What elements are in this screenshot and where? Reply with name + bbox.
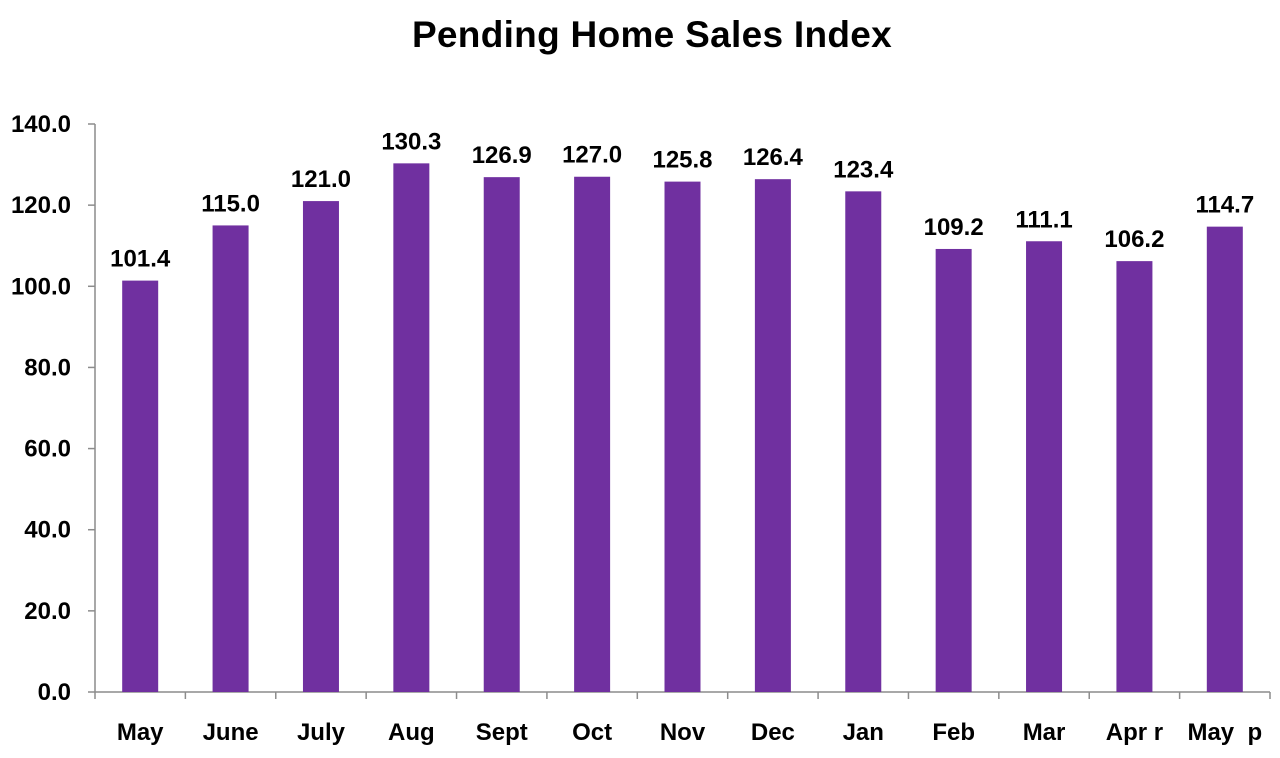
bar bbox=[845, 191, 882, 692]
bar bbox=[935, 248, 972, 692]
bar bbox=[1206, 226, 1243, 692]
x-tick-label: Dec bbox=[751, 719, 795, 746]
bar bbox=[664, 181, 701, 692]
x-tick-label: July bbox=[297, 719, 346, 746]
bars-layer bbox=[122, 163, 1243, 693]
data-label: 109.2 bbox=[924, 214, 984, 241]
x-tick-label: Oct bbox=[572, 719, 612, 746]
x-tick-label: Feb bbox=[932, 719, 975, 746]
x-tick-label: June bbox=[203, 719, 259, 746]
y-tick-label: 140.0 bbox=[11, 111, 71, 138]
x-tick-label: Sept bbox=[476, 719, 528, 746]
data-label: 114.7 bbox=[1195, 192, 1254, 219]
x-tick-label: Aug bbox=[388, 719, 435, 746]
bar bbox=[574, 176, 611, 692]
bar bbox=[212, 225, 249, 692]
bar bbox=[302, 201, 339, 693]
x-tick-label: May bbox=[117, 719, 164, 746]
y-tick-label: 40.0 bbox=[24, 517, 71, 544]
x-tick-label: Nov bbox=[660, 719, 706, 746]
y-tick-label: 0.0 bbox=[38, 679, 71, 706]
data-label: 115.0 bbox=[201, 190, 260, 217]
data-label: 121.0 bbox=[291, 166, 351, 193]
data-label: 111.1 bbox=[1015, 206, 1072, 233]
x-tick-label: Apr r bbox=[1106, 719, 1163, 746]
data-label: 130.3 bbox=[381, 128, 441, 155]
y-tick-label: 80.0 bbox=[24, 354, 71, 381]
bar bbox=[483, 177, 520, 693]
chart-title: Pending Home Sales Index bbox=[411, 14, 893, 55]
bar bbox=[1116, 261, 1153, 692]
y-tick-label: 60.0 bbox=[24, 436, 71, 463]
x-tick-label: Jan bbox=[843, 719, 884, 746]
data-label: 125.8 bbox=[652, 147, 712, 174]
data-label: 126.4 bbox=[743, 144, 804, 171]
y-tick-label: 20.0 bbox=[24, 598, 71, 625]
bar bbox=[1026, 241, 1063, 692]
data-label: 106.2 bbox=[1104, 226, 1164, 253]
data-label: 123.4 bbox=[833, 156, 894, 183]
bar bbox=[393, 163, 430, 693]
bar bbox=[122, 280, 159, 692]
data-label: 101.4 bbox=[110, 246, 171, 273]
axes-layer: 0.0 20.0 40.0 60.0 80.0 100.0 120.0 140.0 bbox=[11, 111, 1271, 706]
y-tick-label: 120.0 bbox=[11, 192, 71, 219]
data-label: 127.0 bbox=[562, 142, 622, 169]
x-tick-label: Mar bbox=[1023, 719, 1066, 746]
labels-layer: 101.4 May 115.0 June 121.0 July 130.3 Aug 126.9 S… bbox=[110, 128, 1262, 746]
x-tick-label: May p bbox=[1187, 719, 1262, 746]
y-tick-label: 100.0 bbox=[11, 273, 71, 300]
data-label: 126.9 bbox=[472, 142, 532, 169]
bar bbox=[754, 179, 791, 693]
